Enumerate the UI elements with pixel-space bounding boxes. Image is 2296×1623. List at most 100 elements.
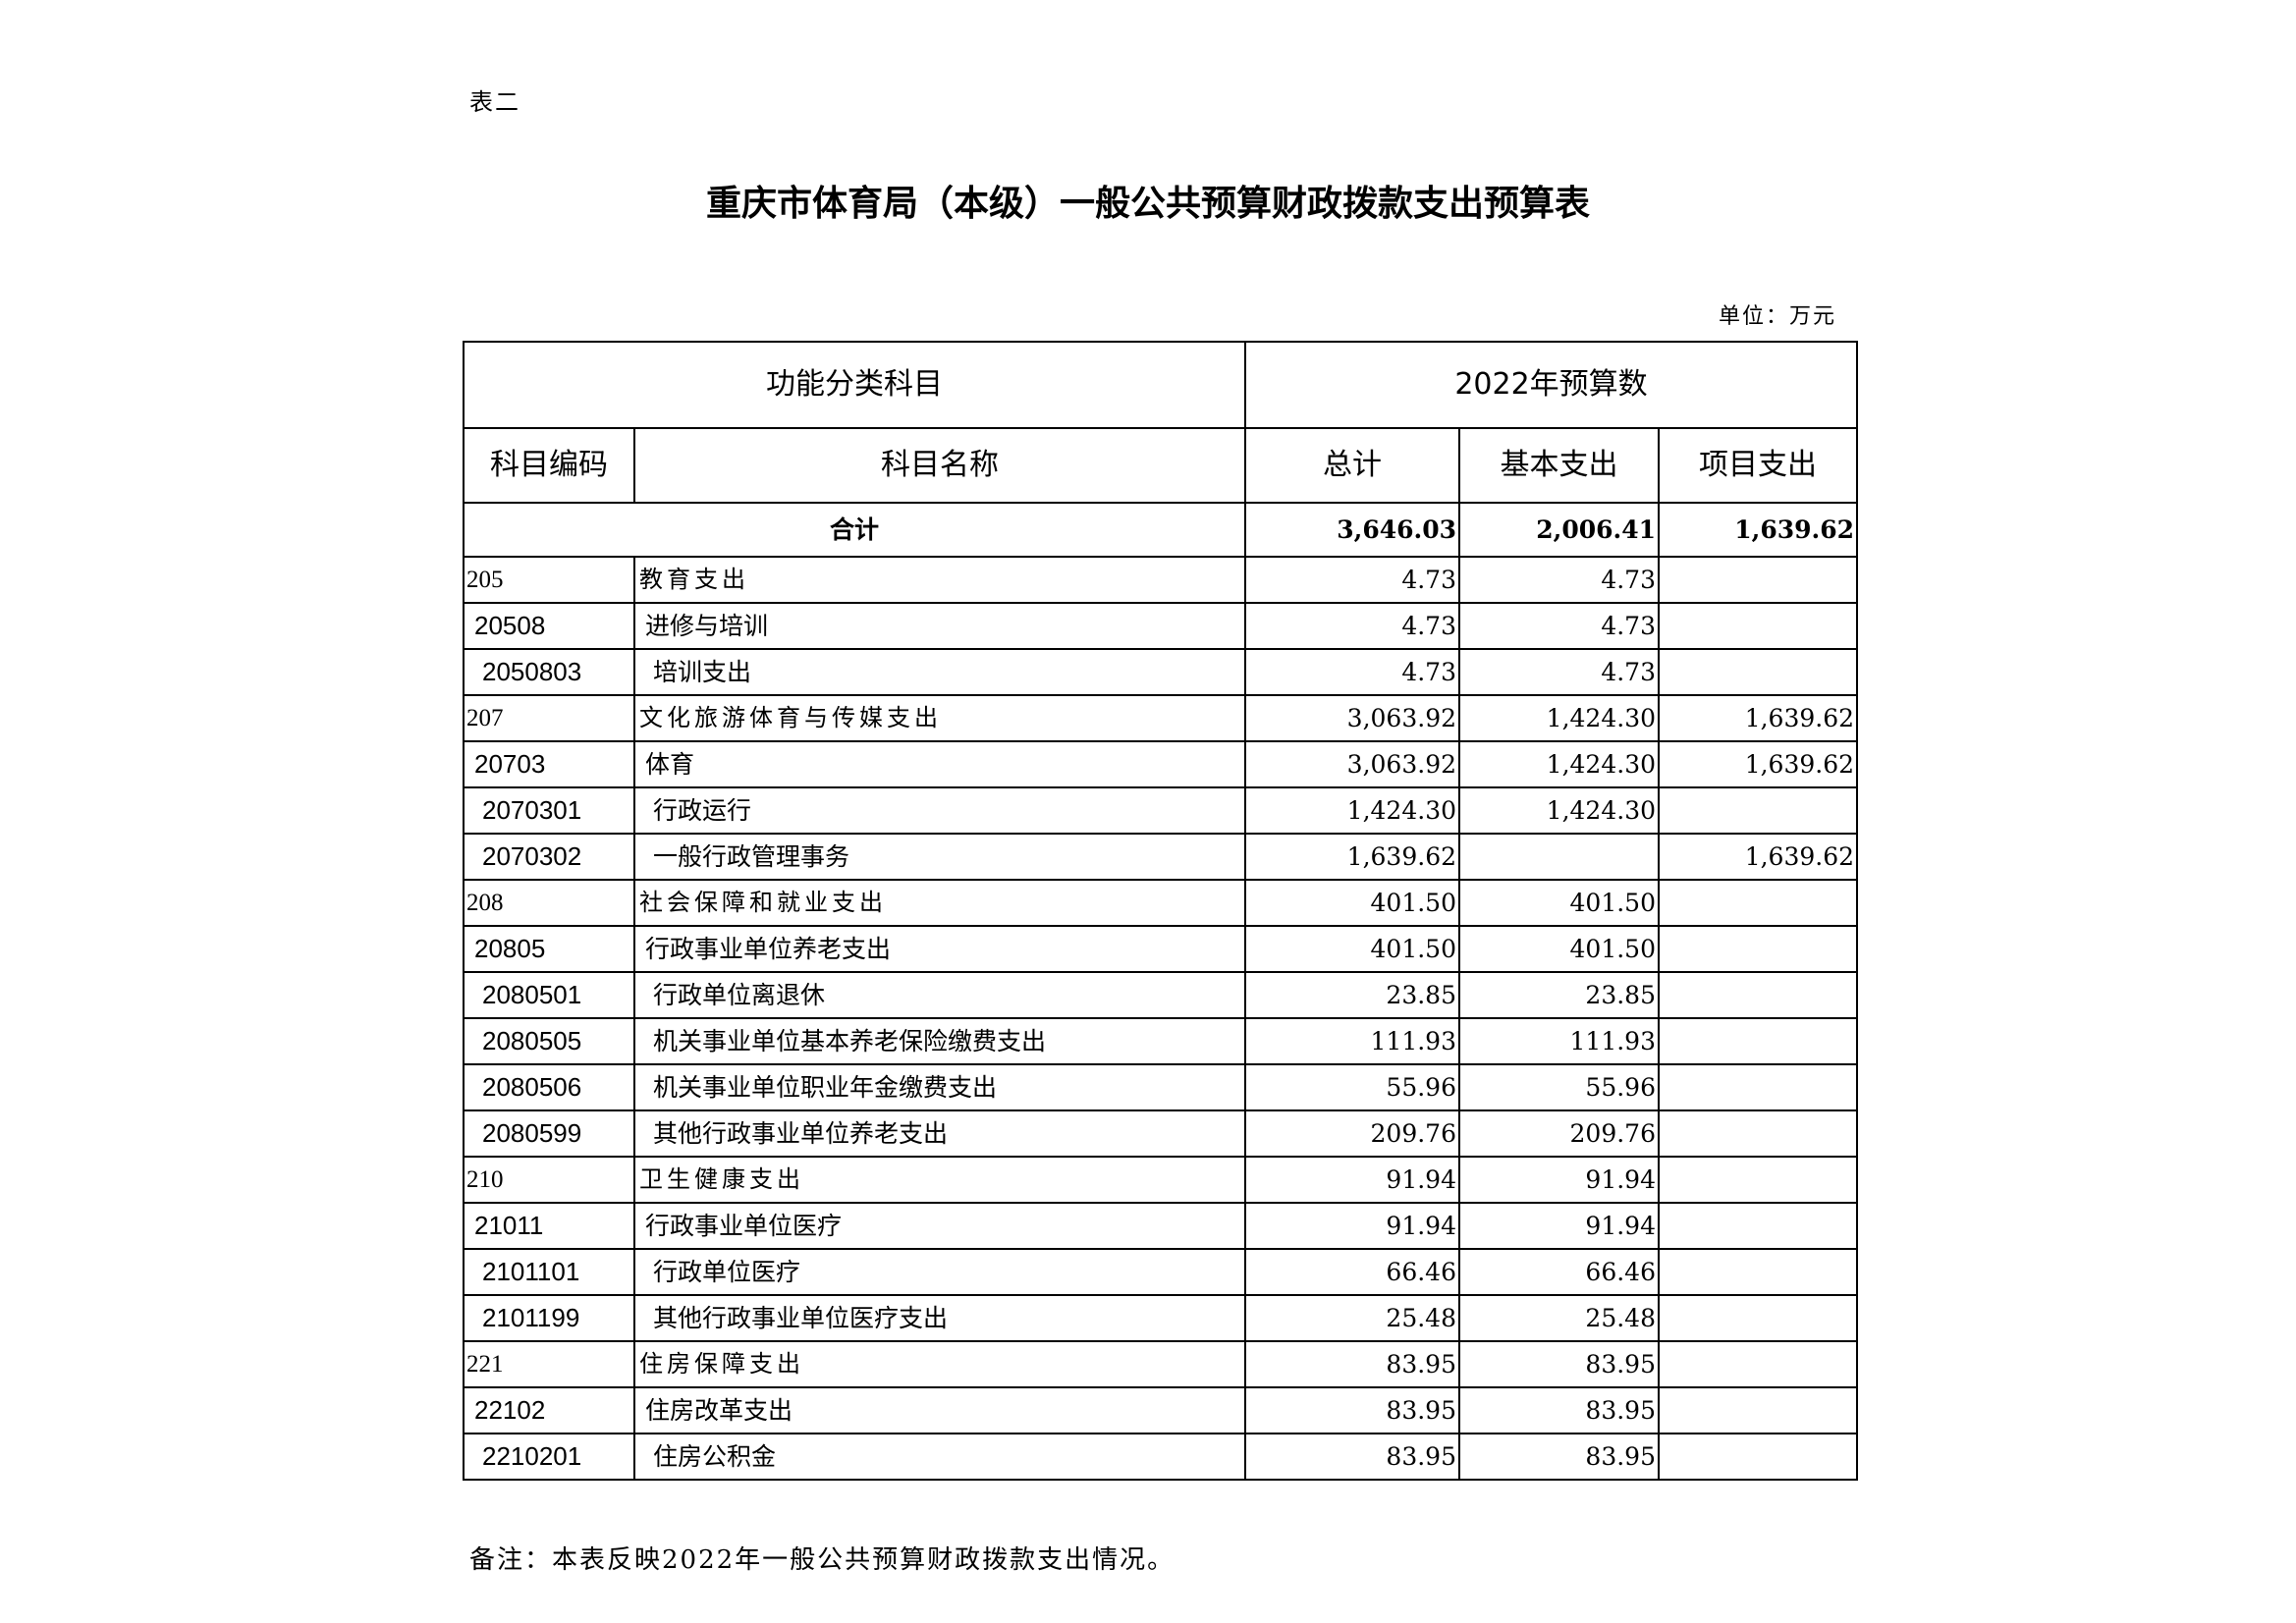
row-name: 住房改革支出 [633, 1386, 1246, 1434]
row-name: 行政运行 [633, 786, 1246, 835]
row-total: 4.73 [1244, 556, 1460, 604]
row-total: 1,424.30 [1244, 786, 1460, 835]
row-total: 401.50 [1244, 925, 1460, 973]
row-total: 111.93 [1244, 1017, 1460, 1065]
header-name: 科目名称 [633, 427, 1246, 504]
row-basic: 83.95 [1458, 1386, 1660, 1434]
header-row-group: 功能分类科目 2022年预算数 [463, 341, 1859, 429]
row-name: 进修与培训 [633, 602, 1246, 650]
row-basic: 4.73 [1458, 556, 1660, 604]
unit-label: 单位：万元 [1718, 304, 1836, 329]
total-basic: 2,006.41 [1458, 502, 1660, 558]
header-row-columns: 科目编码 科目名称 总计 基本支出 项目支出 [463, 427, 1859, 504]
row-basic: 1,424.30 [1458, 740, 1660, 788]
table-row: 2101199 其他行政事业单位医疗支出 25.48 25.48 [463, 1294, 1859, 1342]
row-basic: 83.95 [1458, 1433, 1660, 1481]
row-code: 2080599 [463, 1109, 635, 1158]
row-total: 83.95 [1244, 1340, 1460, 1388]
row-project: 1,639.62 [1657, 694, 1859, 742]
row-name: 培训支出 [633, 648, 1246, 696]
header-code: 科目编码 [463, 427, 635, 504]
row-total: 91.94 [1244, 1156, 1460, 1204]
row-total: 1,639.62 [1244, 833, 1460, 881]
row-basic: 1,424.30 [1458, 694, 1660, 742]
row-code: 20805 [463, 925, 635, 973]
table-row: 2070302 一般行政管理事务 1,639.62 1,639.62 [463, 833, 1859, 881]
row-name: 其他行政事业单位医疗支出 [633, 1294, 1246, 1342]
row-total: 83.95 [1244, 1433, 1460, 1481]
total-label: 合计 [463, 502, 1246, 558]
row-code: 2080501 [463, 971, 635, 1019]
row-total: 3,063.92 [1244, 740, 1460, 788]
row-total: 3,063.92 [1244, 694, 1460, 742]
table-row: 20805 行政事业单位养老支出 401.50 401.50 [463, 925, 1859, 973]
row-basic: 91.94 [1458, 1202, 1660, 1250]
row-project [1657, 1063, 1859, 1111]
row-project [1657, 648, 1859, 696]
row-total: 91.94 [1244, 1202, 1460, 1250]
row-total: 23.85 [1244, 971, 1460, 1019]
table-row: 2080505 机关事业单位基本养老保险缴费支出 111.93 111.93 [463, 1017, 1859, 1065]
row-project [1657, 1294, 1859, 1342]
row-basic: 66.46 [1458, 1248, 1660, 1296]
row-project [1657, 1156, 1859, 1204]
table-row: 2080501 行政单位离退休 23.85 23.85 [463, 971, 1859, 1019]
row-total: 4.73 [1244, 648, 1460, 696]
row-project [1657, 1386, 1859, 1434]
row-code: 2210201 [463, 1433, 635, 1481]
row-name: 卫生健康支出 [633, 1156, 1246, 1204]
row-code: 210 [463, 1156, 635, 1204]
row-project: 1,639.62 [1657, 833, 1859, 881]
table-row: 20703 体育 3,063.92 1,424.30 1,639.62 [463, 740, 1859, 788]
row-project [1657, 1433, 1859, 1481]
header-total: 总计 [1244, 427, 1460, 504]
row-total: 401.50 [1244, 879, 1460, 927]
row-basic: 4.73 [1458, 602, 1660, 650]
table-number-label: 表二 [469, 88, 520, 116]
row-project [1657, 1340, 1859, 1388]
table-row: 2080506 机关事业单位职业年金缴费支出 55.96 55.96 [463, 1063, 1859, 1111]
row-code: 21011 [463, 1202, 635, 1250]
total-row: 合计 3,646.03 2,006.41 1,639.62 [463, 502, 1859, 558]
row-code: 20703 [463, 740, 635, 788]
header-project: 项目支出 [1657, 427, 1859, 504]
row-name: 一般行政管理事务 [633, 833, 1246, 881]
row-name: 行政事业单位医疗 [633, 1202, 1246, 1250]
row-project [1657, 1017, 1859, 1065]
row-project [1657, 1109, 1859, 1158]
row-name: 其他行政事业单位养老支出 [633, 1109, 1246, 1158]
row-name: 机关事业单位职业年金缴费支出 [633, 1063, 1246, 1111]
row-code: 221 [463, 1340, 635, 1388]
row-name: 住房公积金 [633, 1433, 1246, 1481]
row-total: 209.76 [1244, 1109, 1460, 1158]
row-basic: 55.96 [1458, 1063, 1660, 1111]
row-code: 2070301 [463, 786, 635, 835]
row-name: 教育支出 [633, 556, 1246, 604]
row-basic: 111.93 [1458, 1017, 1660, 1065]
header-functional-classification: 功能分类科目 [463, 341, 1246, 429]
row-name: 行政事业单位养老支出 [633, 925, 1246, 973]
row-total: 66.46 [1244, 1248, 1460, 1296]
table-row: 208 社会保障和就业支出 401.50 401.50 [463, 879, 1859, 927]
row-name: 住房保障支出 [633, 1340, 1246, 1388]
row-code: 2070302 [463, 833, 635, 881]
table-row: 2101101 行政单位医疗 66.46 66.46 [463, 1248, 1859, 1296]
row-name: 社会保障和就业支出 [633, 879, 1246, 927]
row-code: 2101101 [463, 1248, 635, 1296]
table-row: 21011 行政事业单位医疗 91.94 91.94 [463, 1202, 1859, 1250]
row-total: 4.73 [1244, 602, 1460, 650]
table-row: 205 教育支出 4.73 4.73 [463, 556, 1859, 604]
row-name: 行政单位医疗 [633, 1248, 1246, 1296]
row-code: 207 [463, 694, 635, 742]
header-budget-2022: 2022年预算数 [1243, 341, 1859, 429]
row-project [1657, 602, 1859, 650]
row-code: 20508 [463, 602, 635, 650]
row-project [1657, 971, 1859, 1019]
table-row: 22102 住房改革支出 83.95 83.95 [463, 1386, 1859, 1434]
row-basic: 91.94 [1458, 1156, 1660, 1204]
row-basic: 209.76 [1458, 1109, 1660, 1158]
budget-table: 功能分类科目 2022年预算数 科目编码 科目名称 总计 基本支出 项目支出 合… [463, 341, 1859, 1481]
row-project [1657, 879, 1859, 927]
row-project [1657, 786, 1859, 835]
row-code: 22102 [463, 1386, 635, 1434]
